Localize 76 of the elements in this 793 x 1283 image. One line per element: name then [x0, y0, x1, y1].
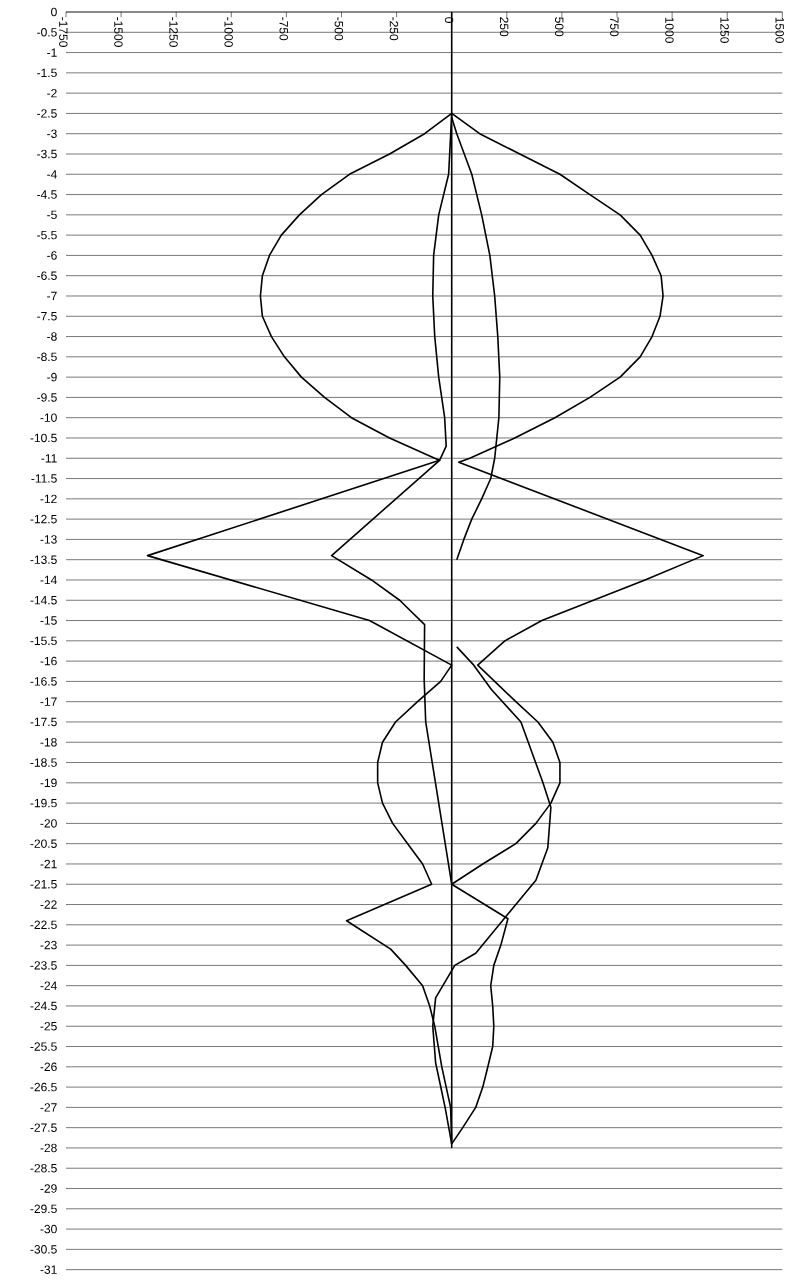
- y-tick-label: -22: [40, 900, 57, 909]
- y-tick-label: -12.5: [30, 514, 57, 524]
- y-tick-label: -4.5: [37, 190, 57, 199]
- y-tick-label: -2: [47, 88, 57, 98]
- y-tick-label: -16: [40, 656, 57, 666]
- x-tick-label: -1000: [224, 17, 233, 47]
- y-tick-label: -20: [40, 819, 57, 828]
- x-tick-label: 1250: [720, 17, 729, 43]
- y-tick-label: -10.5: [30, 433, 57, 443]
- y-tick-label: -25.5: [30, 1042, 57, 1051]
- x-tick-label: 1500: [775, 17, 784, 43]
- y-tick-label: -7.5: [37, 312, 57, 321]
- y-tick-label: -10: [40, 413, 57, 422]
- y-tick-label: -31: [40, 1265, 57, 1274]
- y-tick-label: -2.5: [37, 109, 57, 118]
- y-tick-label: -27.5: [30, 1123, 57, 1132]
- y-tick-label: 0: [51, 7, 57, 17]
- y-tick-label: -28.5: [30, 1163, 57, 1173]
- y-tick-label: -21: [40, 859, 57, 869]
- y-tick-label: -28: [40, 1143, 57, 1153]
- x-tick-label: -1750: [59, 17, 68, 47]
- y-tick-label: -17: [40, 697, 57, 706]
- x-tick-label: 250: [499, 17, 509, 37]
- y-tick-label: -23.5: [30, 961, 57, 970]
- y-tick-label: -29.5: [30, 1204, 57, 1214]
- y-tick-label: -29: [40, 1184, 57, 1193]
- y-tick-label: -20.5: [30, 839, 57, 848]
- y-tick-label: -16.5: [30, 677, 57, 686]
- y-tick-label: -11.5: [31, 474, 57, 483]
- x-tick-label: -500: [334, 17, 344, 41]
- y-tick-label: -12: [40, 494, 57, 504]
- y-tick-label: -9: [47, 372, 57, 382]
- y-tick-label: -0.5: [37, 28, 57, 37]
- y-tick-label: -13.5: [30, 555, 57, 564]
- y-tick-label: -9.5: [37, 393, 57, 402]
- y-tick-label: -19: [40, 778, 57, 788]
- y-tick-label: -3.5: [37, 149, 57, 159]
- y-tick-label: -5: [47, 210, 57, 220]
- x-tick-label: 750: [610, 17, 619, 37]
- x-tick-label: 1000: [665, 17, 674, 43]
- y-tick-label: -18: [40, 738, 57, 747]
- y-tick-label: -17.5: [30, 717, 57, 727]
- y-tick-label: -18.5: [30, 758, 57, 767]
- x-tick-label: -750: [279, 17, 288, 41]
- y-tick-label: -24: [40, 981, 57, 990]
- y-tick-label: -4: [47, 170, 57, 179]
- y-tick-label: -8: [47, 332, 57, 341]
- y-tick-label: -30: [40, 1224, 57, 1234]
- y-tick-label: -7: [47, 291, 57, 301]
- x-tick-label: -250: [389, 17, 399, 41]
- y-tick-label: -1: [47, 48, 57, 57]
- y-tick-label: -15: [40, 616, 57, 625]
- y-tick-label: -14: [40, 575, 57, 585]
- y-tick-label: -27: [40, 1103, 57, 1112]
- y-tick-label: -26: [40, 1062, 57, 1072]
- y-tick-label: -25: [40, 1021, 57, 1031]
- y-tick-label: -5.5: [37, 230, 57, 240]
- y-tick-label: -22.5: [30, 920, 57, 930]
- y-tick-label: -1.5: [37, 68, 57, 78]
- y-tick-label: -13: [40, 535, 57, 544]
- y-tick-label: -19.5: [30, 798, 57, 808]
- y-tick-label: -8.5: [37, 352, 57, 362]
- x-tick-label: -1250: [169, 17, 178, 47]
- y-tick-label: -3: [47, 129, 57, 138]
- y-tick-label: -15.5: [30, 636, 57, 646]
- y-tick-label: -11: [41, 454, 57, 463]
- y-tick-label: -24.5: [30, 1001, 57, 1011]
- y-tick-label: -6: [47, 251, 57, 260]
- y-tick-label: -6.5: [37, 271, 57, 280]
- y-tick-label: -14.5: [30, 596, 57, 605]
- y-tick-label: -23: [40, 940, 57, 950]
- x-tick-label: 500: [554, 17, 564, 37]
- y-tick-label: -30.5: [30, 1245, 57, 1254]
- y-tick-label: -26.5: [30, 1082, 57, 1092]
- y-tick-label: -21.5: [30, 879, 57, 889]
- x-tick-label: -1500: [114, 17, 123, 47]
